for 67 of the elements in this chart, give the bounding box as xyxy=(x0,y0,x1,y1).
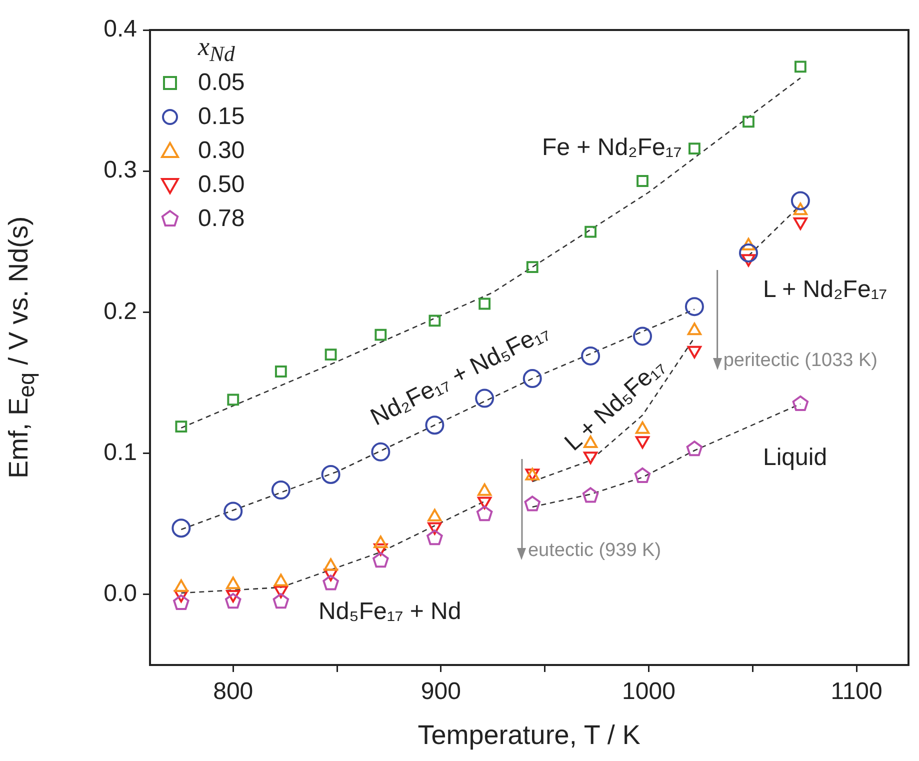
point xyxy=(475,388,494,408)
legend-label: 0.05 xyxy=(198,69,245,97)
point xyxy=(224,502,243,521)
point xyxy=(322,574,339,590)
point xyxy=(174,579,188,592)
x-tick-label: 1100 xyxy=(830,678,882,706)
point xyxy=(686,440,703,456)
point xyxy=(633,326,652,346)
point xyxy=(172,518,191,538)
point xyxy=(476,506,493,522)
y-tick-label: 0.4 xyxy=(104,16,137,43)
x-tick-label: 1000 xyxy=(622,678,676,706)
x-tick-label: 800 xyxy=(213,678,254,706)
y-tick-label: 0.0 xyxy=(104,580,137,608)
point xyxy=(738,243,758,262)
point xyxy=(584,226,597,238)
point xyxy=(372,552,389,568)
point xyxy=(582,487,599,503)
point xyxy=(634,467,651,483)
point xyxy=(526,261,538,274)
x-axis-title: Temperature, T / K xyxy=(418,720,640,750)
ref-line-label: peritectic (1033 K) xyxy=(723,350,878,370)
point xyxy=(583,435,598,448)
point xyxy=(226,576,240,590)
point xyxy=(374,536,388,548)
y-tick-label: 0.3 xyxy=(104,156,137,184)
point xyxy=(321,465,340,484)
point xyxy=(684,297,704,316)
point xyxy=(524,496,540,512)
y-tick-label: 0.1 xyxy=(104,438,137,466)
point xyxy=(274,366,287,378)
legend-label: 0.30 xyxy=(198,137,245,165)
point xyxy=(324,558,338,571)
x-tick-label: 900 xyxy=(420,678,461,706)
point xyxy=(794,60,806,73)
point xyxy=(274,574,288,586)
legend-title: x$_{Nd}$ xyxy=(198,32,236,66)
point xyxy=(426,530,443,546)
point xyxy=(175,420,188,432)
point xyxy=(428,508,442,522)
point xyxy=(478,483,492,496)
point xyxy=(478,298,491,310)
point xyxy=(271,480,290,500)
point xyxy=(173,594,190,610)
point xyxy=(272,593,290,609)
annotation: Liquid xyxy=(763,444,828,471)
point xyxy=(742,116,754,128)
point xyxy=(227,394,240,406)
point xyxy=(324,348,337,361)
legend-label: 0.78 xyxy=(198,205,245,233)
y-tick-label: 0.2 xyxy=(104,298,137,325)
point xyxy=(790,191,810,210)
point xyxy=(428,314,441,327)
annotation: Fe + Nd₂Fe₁₇ xyxy=(542,134,682,161)
ref-line-label: eutectic (939 K) xyxy=(528,540,662,560)
legend-label: 0.50 xyxy=(198,171,245,199)
point xyxy=(371,442,390,462)
point xyxy=(374,328,387,341)
point xyxy=(636,175,648,187)
point xyxy=(224,593,242,609)
point xyxy=(581,346,600,366)
point xyxy=(688,142,700,154)
point xyxy=(792,395,809,412)
annotation: L + Nd₂Fe₁₇ xyxy=(763,276,888,303)
legend-label: 0.15 xyxy=(198,103,245,131)
point xyxy=(687,322,702,336)
annotation: Nd₅Fe₁₇ + Nd xyxy=(318,598,462,625)
